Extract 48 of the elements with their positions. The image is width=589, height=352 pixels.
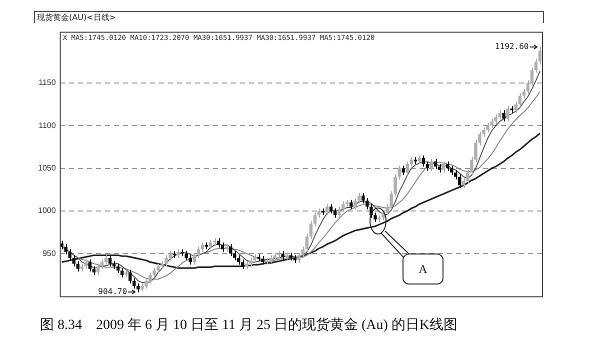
candlestick <box>354 198 357 210</box>
candlestick <box>128 269 132 284</box>
annotation: 904.70 <box>98 287 128 298</box>
candlestick <box>96 263 100 276</box>
candlestick <box>200 242 204 252</box>
candlestick <box>184 250 188 261</box>
candlestick <box>84 259 88 270</box>
candlestick <box>144 278 148 290</box>
candlestick <box>64 244 68 255</box>
chart-title: 现货黄金(AU)<日线> <box>34 11 544 23</box>
candlestick <box>196 246 200 258</box>
annotation: A <box>403 254 443 284</box>
candlestick <box>108 254 112 267</box>
candlestick <box>164 254 168 267</box>
candlestick <box>406 160 409 176</box>
candlestick <box>329 204 333 214</box>
candlestick <box>297 252 300 264</box>
annotation: 1192.60 <box>494 42 529 52</box>
candlestick <box>362 192 365 204</box>
candlestick <box>325 204 329 216</box>
y-tick-label: 1100 <box>38 120 56 130</box>
y-tick-label: 1050 <box>38 163 56 172</box>
candlestick <box>498 110 502 120</box>
candlestick <box>120 268 124 278</box>
candlestick <box>220 242 224 252</box>
candlestick <box>430 158 434 172</box>
candlestick <box>228 244 232 257</box>
candlestick <box>494 114 498 124</box>
candlestick <box>434 158 438 170</box>
candlestick <box>88 259 92 272</box>
candlestick <box>426 160 430 172</box>
candlestick <box>486 122 490 133</box>
candlestick <box>422 154 426 168</box>
caption: 图 8.34 2009 年 6 月 10 日至 11 月 25 日的现货黄金 (Au) 的日K线图 <box>40 316 458 334</box>
candlestick <box>410 156 414 168</box>
candlestick <box>502 110 506 122</box>
candlestick <box>156 263 160 274</box>
candlestick <box>442 160 446 174</box>
y-tick-label: 1000 <box>38 206 56 216</box>
candlestick <box>506 106 510 122</box>
candlestick <box>382 210 385 221</box>
candlestick <box>241 259 244 270</box>
y-tick-label: 950 <box>42 248 56 258</box>
candlestick <box>446 160 450 172</box>
y-tick-label: 1150 <box>38 78 56 88</box>
candlestick <box>337 206 341 218</box>
candlestick <box>458 174 462 188</box>
candlestick <box>490 118 494 129</box>
